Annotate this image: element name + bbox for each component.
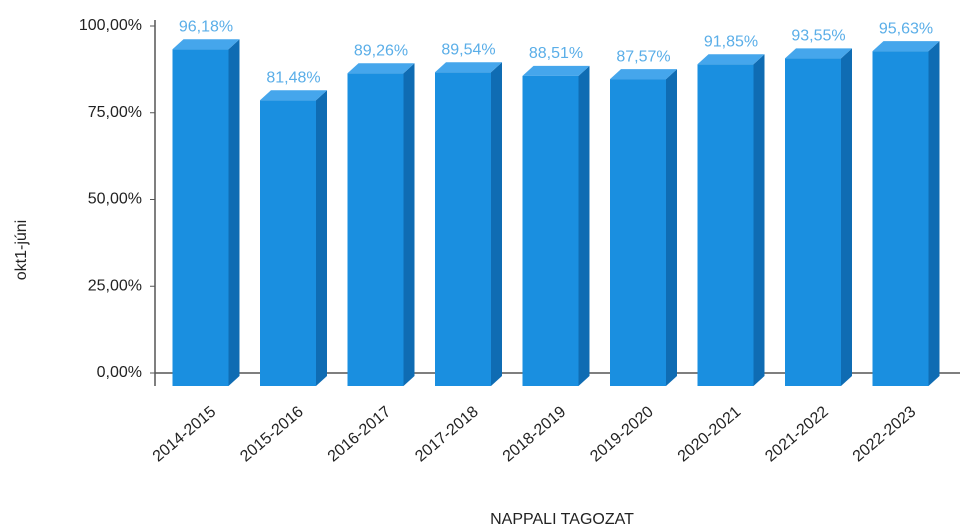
- bar-side: [228, 39, 240, 386]
- value-label: 87,57%: [616, 48, 670, 65]
- bar-side: [928, 41, 940, 386]
- bar-top: [260, 90, 327, 101]
- bar-top: [610, 69, 677, 80]
- bar: [260, 100, 316, 386]
- bar-top: [347, 63, 415, 74]
- y-tick-label: 25,00%: [88, 277, 142, 294]
- value-label: 81,48%: [266, 69, 320, 86]
- y-tick-label: 100,00%: [79, 17, 142, 34]
- y-tick-label: 0,00%: [97, 364, 142, 381]
- bar-side: [753, 54, 765, 387]
- bar-side: [578, 65, 590, 386]
- value-label: 89,26%: [354, 42, 408, 59]
- bar-top: [872, 41, 940, 52]
- bar-top: [522, 65, 590, 76]
- bar-top: [785, 48, 852, 59]
- bar-top: [435, 62, 502, 73]
- y-tick-label: 75,00%: [88, 104, 142, 121]
- bar: [785, 58, 841, 386]
- value-label: 89,54%: [441, 42, 495, 59]
- value-label: 93,55%: [791, 28, 845, 45]
- bar: [172, 49, 229, 386]
- bar: [522, 75, 579, 386]
- bar: [347, 73, 404, 387]
- bar-top: [172, 39, 240, 50]
- bar: [610, 79, 666, 386]
- bar: [872, 51, 929, 386]
- value-label: 91,85%: [704, 33, 758, 50]
- bar-side: [316, 90, 327, 386]
- y-axis-label: okt1-júni: [13, 220, 30, 280]
- bar-top: [697, 54, 765, 65]
- bar: [435, 72, 491, 386]
- x-axis-label: NAPPALI TAGOZAT: [490, 511, 634, 528]
- bar: [697, 64, 754, 386]
- bar-side: [666, 69, 677, 386]
- bar-side: [491, 62, 502, 386]
- value-label: 88,51%: [529, 45, 583, 62]
- y-tick-label: 50,00%: [88, 191, 142, 208]
- value-label: 96,18%: [179, 18, 233, 35]
- value-label: 95,63%: [879, 20, 933, 37]
- bar-side: [403, 63, 415, 387]
- bar-side: [841, 48, 852, 386]
